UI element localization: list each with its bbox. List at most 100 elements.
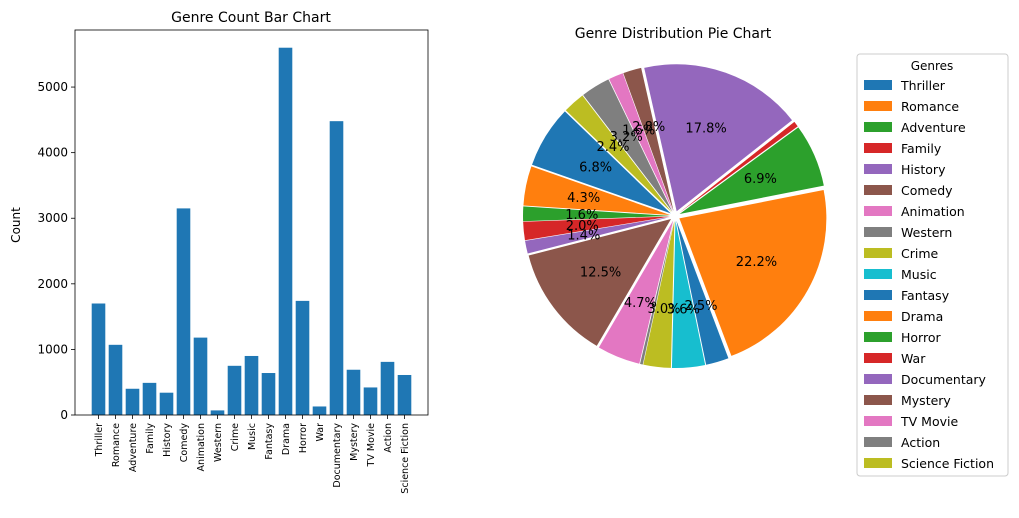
legend-label: Music [901, 267, 937, 282]
legend-label: Romance [901, 99, 959, 114]
legend-label: Action [901, 435, 940, 450]
bar [142, 382, 157, 415]
bar-chart-y-axis-label: Count [9, 207, 23, 243]
y-tick-label: 2000 [37, 277, 68, 291]
legend-label: Thriller [900, 78, 946, 93]
pie-slice-label: 2.8% [632, 120, 665, 135]
legend-label: TV Movie [900, 414, 958, 429]
legend-label: Science Fiction [901, 456, 994, 471]
pie-slice [532, 111, 671, 214]
x-tick-label: Drama [281, 423, 292, 455]
legend-swatch [864, 374, 892, 384]
pie-slice [643, 220, 675, 368]
pie-slice [528, 219, 672, 346]
pie-slice-label: 3.6% [667, 302, 700, 317]
pie-slice [565, 95, 672, 213]
pie-chart: Genre Distribution Pie Chart 2.8% 17.8% 6.… [523, 26, 827, 368]
legend-swatch [864, 185, 892, 195]
x-tick-label: Music [247, 423, 258, 450]
bar-chart-title: Genre Count Bar Chart [171, 10, 331, 26]
pie-slice-label: 22.2% [736, 255, 777, 270]
pie-slice-label: 3.2% [610, 130, 643, 145]
bar [380, 361, 395, 415]
pie-slice-label: 2.5% [684, 299, 717, 314]
legend-swatch [864, 248, 892, 258]
x-tick-label: Thriller [94, 423, 105, 457]
pie-slices [523, 64, 827, 368]
pie-slice [609, 73, 674, 212]
legend-label: Adventure [901, 120, 966, 135]
pie-chart-title: Genre Distribution Pie Chart [575, 26, 772, 42]
x-tick-label: History [162, 423, 173, 457]
bar-chart-frame [74, 29, 429, 416]
bar [346, 369, 361, 415]
legend-label: Mystery [901, 393, 951, 408]
legend-swatch [864, 437, 892, 447]
pie-slice [525, 217, 671, 254]
x-tick-label: Family [145, 423, 156, 454]
bar [193, 337, 208, 415]
pie-slice-label: 1.6% [622, 124, 655, 139]
legend-swatch [864, 353, 892, 363]
bar [397, 374, 412, 415]
x-tick-label: Animation [196, 423, 207, 471]
pie-slice [623, 67, 674, 212]
legend-swatch [864, 101, 892, 111]
legend-label: Comedy [901, 183, 953, 198]
legend-label: Horror [901, 330, 941, 345]
bar [329, 121, 344, 416]
pie-slice [676, 220, 729, 365]
bar-chart-x-ticks: Thriller Romance Adventure Family History Com… [94, 415, 411, 494]
legend-swatch [864, 227, 892, 237]
x-tick-label: Horror [298, 423, 309, 453]
pie-slice-label: 17.8% [685, 122, 726, 137]
bar [176, 208, 191, 415]
pie-legend: Genres Thriller Romance Adventure Family His… [856, 53, 1009, 477]
x-tick-label: Action [383, 423, 394, 453]
x-tick-label: Fantasy [264, 423, 275, 460]
legend-swatch [864, 122, 892, 132]
legend-label: Fantasy [901, 288, 950, 303]
y-tick-label: 1000 [37, 342, 68, 356]
legend-box [856, 53, 1009, 477]
bar [108, 344, 123, 415]
bar [363, 387, 378, 415]
bar [312, 406, 327, 415]
pie-slice [644, 64, 793, 212]
pie-slice [523, 206, 670, 222]
bar [210, 410, 225, 415]
bar-chart-y-ticks: 0 1000 2000 3000 4000 5000 [37, 80, 75, 422]
x-tick-label: Mystery [349, 423, 360, 461]
pie-slice [598, 220, 674, 364]
bar [278, 47, 293, 416]
pie-slice-labels: 2.8% 17.8% 6.9% 22.2% 2.5%3.6%3.0%4.7%12.5% 1… [565, 120, 777, 317]
legend-swatch [864, 395, 892, 405]
legend-swatch [864, 458, 892, 468]
y-tick-label: 3000 [37, 211, 68, 225]
bar [244, 355, 259, 415]
x-tick-label: Comedy [179, 423, 190, 463]
legend-label: Documentary [901, 372, 987, 387]
x-tick-label: TV Movie [366, 423, 377, 468]
x-tick-label: Crime [230, 423, 241, 451]
pie-slice [678, 121, 798, 213]
bar-chart: Genre Count Bar Chart Count Thriller Roma… [9, 10, 429, 494]
legend-label: Animation [901, 204, 965, 219]
pie-slice [640, 220, 674, 365]
x-tick-label: Adventure [128, 423, 139, 472]
pie-slice-label: 2.0% [566, 219, 599, 234]
y-tick-label: 5000 [37, 80, 68, 94]
legend-label: Family [901, 141, 942, 156]
legend-label: War [901, 351, 926, 366]
pie-slice [523, 216, 671, 241]
bar [91, 303, 106, 415]
pie-slice-label: 6.8% [579, 161, 612, 176]
x-tick-label: Science Fiction [400, 423, 411, 494]
bar [295, 300, 310, 415]
legend-title: Genres [911, 59, 954, 73]
pie-slice-label: 4.7% [624, 296, 657, 311]
bar [261, 373, 276, 415]
pie-slice-label: 2.4% [596, 140, 629, 155]
x-tick-label: Romance [111, 423, 122, 467]
